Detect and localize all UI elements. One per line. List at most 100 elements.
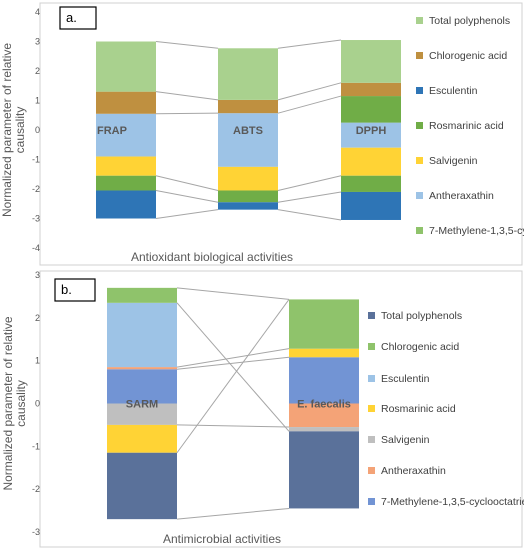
series-connector-line [277,39,342,49]
panel-frame [39,2,523,266]
panel-tag: a. [66,10,77,25]
series-connector-line [176,302,290,432]
series-connector-line [277,209,342,221]
bar-segment-salvigenin [289,427,359,432]
legend-label-total-polyphenols: Total polyphenols [381,310,462,322]
y-tick-label: -2 [32,484,40,494]
y-axis-label: Normalized parameter of relativecausalit… [0,43,27,217]
y-tick-label: 2 [35,313,40,323]
x-axis-label: Antimicrobial activities [163,532,281,546]
bar-segment-esculentin [218,202,278,210]
series-connector-line [176,287,290,300]
bar-segment-antheraxathin [218,113,278,130]
y-tick-label: -2 [32,184,40,194]
panel-tag-box [54,278,96,302]
bar-segment-esculentin [107,302,177,368]
legend-swatch-antheraxathin [368,467,375,474]
legend-swatch-total-polyphenols [368,312,375,319]
series-connector-line [155,175,219,191]
bar-segment-rosmarinic-acid [341,175,401,192]
category-label: FRAP [97,125,127,137]
bar-segment-antheraxathin [341,122,401,130]
series-connector-line [176,348,290,368]
category-label: DPPH [356,125,387,137]
bar-segment-chlorogenic-acid [341,82,401,97]
series-connector-line [176,424,290,428]
bar-segment-total-polyphenols [289,431,359,509]
bar-segment-rosmarinic-acid [289,348,359,358]
legend-label-chlorogenic-acid: Chlorogenic acid [429,50,507,62]
y-axis-label: Normalized parameter of relativecausalit… [1,316,28,490]
panel-tag-box [59,6,97,30]
y-tick-label: 1 [35,96,40,106]
legend-swatch-rosmarinic-acid [416,122,423,129]
bar-segment-chlorogenic-acid [96,91,156,114]
legend-label-esculentin: Esculentin [381,373,430,385]
legend-swatch-salvigenin [416,157,423,164]
y-tick-label: -1 [32,155,40,165]
legend-swatch-7-methylene-1-3-5-cyclooctatriene [368,498,375,505]
series-connector-line [176,299,290,454]
legend-swatch-rosmarinic-acid [368,405,375,412]
legend-label-7-methylene-1-3-5-cyclooctatriene: 7-Methylene-1,3,5-cyclooctatriene [429,225,524,237]
bar-segment-esculentin [341,191,401,220]
bar-segment-salvigenin [96,156,156,176]
bar-segment-total-polyphenols [107,452,177,520]
series-connector-line [277,82,342,101]
series-connector-line [155,112,219,115]
panel-a: a. -4 -3 -2 -1 0 1 2 3 4 Normalized parameter of r… [0,2,524,266]
bar-segment-chlorogenic-acid [218,99,278,114]
panel-b: b. -3 -2 -1 0 1 2 3 Normalized parameter of rela… [1,270,524,548]
legend-swatch-esculentin [416,87,423,94]
series-connector-line [176,356,290,370]
x-axis-label: Antioxidant biological activities [131,250,293,264]
y-tick-label: -1 [32,441,40,451]
legend-label-chlorogenic-acid: Chlorogenic acid [381,341,459,353]
legend-swatch-chlorogenic-acid [368,343,375,350]
bar-segment-total-polyphenols [218,48,278,100]
bar-segment-rosmarinic-acid [96,175,156,191]
y-tick-label: 0 [35,125,40,135]
bar-segment-7-methylene-1-3-5-cyclooctatriene [289,357,359,404]
series-connector-line [155,91,219,101]
y-tick-label: 0 [35,399,40,409]
panel-tag: b. [61,282,72,297]
y-tick-label: 4 [35,7,40,17]
category-label: ABTS [233,125,263,137]
legend-label-antheraxathin: Antheraxathin [429,190,494,202]
legend-label-rosmarinic-acid: Rosmarinic acid [381,403,456,415]
bar-segment-antheraxathin [96,130,156,157]
category-label: E. faecalis [297,399,351,411]
bar-segment-esculentin [96,190,156,219]
bar-segment-7-methylene-1-3-5-cyclooctatriene [107,369,177,404]
bar-segment-total-polyphenols [96,41,156,92]
bar-segment-antheraxathin [107,367,177,370]
series-connector-line [277,175,342,191]
series-connector-line [155,189,219,203]
y-tick-label: -3 [32,527,40,537]
bar-segment-antheraxathin [289,403,359,428]
legend-swatch-chlorogenic-acid [416,52,423,59]
y-tick-label: 3 [35,37,40,47]
series-connector-line [277,95,342,114]
y-tick-label: 3 [35,270,40,280]
legend-label-total-polyphenols: Total polyphenols [429,15,510,27]
legend-swatch-total-polyphenols [416,17,423,24]
legend-label-salvigenin: Salvigenin [381,434,430,446]
bar-segment-rosmarinic-acid [218,190,278,203]
panel-frame [39,270,523,548]
bar-segment-antheraxathin [96,113,156,130]
bar-segment-antheraxathin [218,130,278,167]
legend-label-7-methylene-1-3-5-cyclooctatriene: 7-Methylene-1,3,5-cyclooctatriene [381,496,524,508]
bar-segment-salvigenin [341,147,401,176]
bar-segment-rosmarinic-acid [341,96,401,123]
y-tick-label: 1 [35,356,40,366]
bar-segment-chlorogenic-acid [289,299,359,349]
legend-label-antheraxathin: Antheraxathin [381,465,446,477]
series-connector-line [277,191,342,203]
bar-segment-rosmarinic-acid [107,424,177,453]
series-connector-line [176,507,290,520]
y-tick-label: -3 [32,214,40,224]
bar-segment-salvigenin [218,166,278,191]
